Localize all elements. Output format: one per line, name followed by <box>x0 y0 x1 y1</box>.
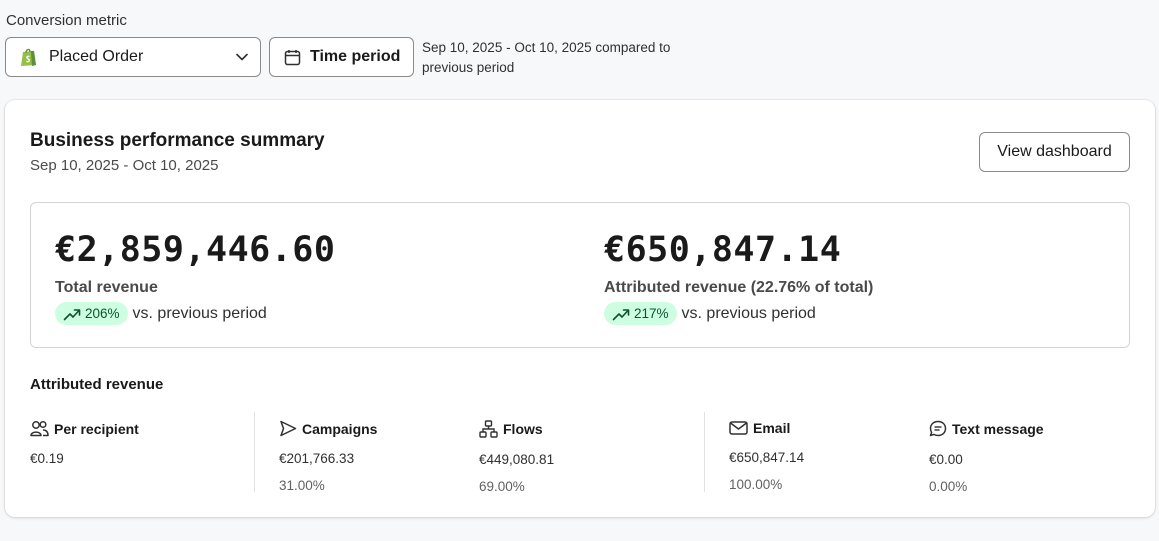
metric-select-value: Placed Order <box>49 48 144 65</box>
text-message-label: Text message <box>952 421 1044 437</box>
attributed-revenue-label: Attributed revenue (22.76% of total) <box>604 279 874 296</box>
campaigns-value: €201,766.33 <box>279 451 355 466</box>
view-dashboard-button[interactable]: View dashboard <box>979 132 1130 172</box>
email-value: €650,847.14 <box>729 450 805 465</box>
comparison-period-line1: Sep 10, 2025 - Oct 10, 2025 compared to <box>422 40 671 55</box>
campaigns-label: Campaigns <box>302 420 378 437</box>
chevron-down-icon <box>236 53 248 61</box>
divider <box>254 412 255 492</box>
flows-pct: 69.00% <box>479 479 525 494</box>
mail-icon <box>729 420 753 436</box>
conversion-metric-label: Conversion metric <box>6 12 127 29</box>
card-title: Business performance summary <box>30 130 325 151</box>
comparison-period-text: Sep 10, 2025 - Oct 10, 2025 compared to … <box>422 38 702 78</box>
trend-up-icon <box>612 307 634 321</box>
card-date-range: Sep 10, 2025 - Oct 10, 2025 <box>30 157 219 174</box>
metric-per-recipient: Per recipient €0.19 <box>30 420 139 467</box>
calendar-icon <box>284 49 301 66</box>
total-revenue-label: Total revenue <box>55 279 158 296</box>
shopify-bag-icon <box>20 47 38 67</box>
email-label: Email <box>753 420 791 436</box>
business-performance-card: Business performance summary Sep 10, 202… <box>5 100 1155 517</box>
total-revenue-change: 206% <box>85 306 120 321</box>
metric-text-message: Text message €0.00 0.00% <box>929 420 1044 494</box>
attributed-revenue-change-badge: 217% <box>604 302 677 325</box>
flows-value: €449,080.81 <box>479 452 555 467</box>
revenue-summary-box: €2,859,446.60 Total revenue 206% vs. pre… <box>30 202 1130 348</box>
time-period-label: Time period <box>310 48 401 65</box>
conversion-metric-select[interactable]: Placed Order <box>5 37 261 77</box>
attributed-revenue-value: €650,847.14 <box>604 230 842 270</box>
metric-campaigns: Campaigns €201,766.33 31.00% <box>279 420 378 494</box>
divider <box>704 412 705 492</box>
metric-flows: Flows €449,080.81 69.00% <box>479 420 554 494</box>
chat-icon <box>929 420 952 438</box>
total-revenue-change-badge: 206% <box>55 302 128 325</box>
attributed-revenue-change: 217% <box>634 306 669 321</box>
per-recipient-value: €0.19 <box>30 451 64 466</box>
attributed-revenue-stat: €650,847.14 Attributed revenue (22.76% o… <box>604 229 873 325</box>
total-revenue-value: €2,859,446.60 <box>55 230 336 270</box>
total-revenue-stat: €2,859,446.60 Total revenue 206% vs. pre… <box>55 229 335 325</box>
comparison-period-line2: previous period <box>422 60 515 75</box>
send-icon <box>279 420 302 437</box>
email-pct: 100.00% <box>729 477 783 492</box>
flows-label: Flows <box>503 421 543 437</box>
per-recipient-label: Per recipient <box>54 420 139 437</box>
total-revenue-vs-text: vs. previous period <box>132 304 267 322</box>
text-message-pct: 0.00% <box>929 479 968 494</box>
campaigns-pct: 31.00% <box>279 478 325 493</box>
metric-email: Email €650,847.14 100.00% <box>729 420 804 492</box>
attributed-revenue-vs-text: vs. previous period <box>681 304 816 322</box>
time-period-button[interactable]: Time period <box>269 37 414 77</box>
trend-up-icon <box>63 307 85 321</box>
text-message-value: €0.00 <box>929 452 963 467</box>
people-icon <box>30 420 54 437</box>
flow-icon <box>479 420 503 438</box>
attributed-revenue-heading: Attributed revenue <box>30 376 164 393</box>
